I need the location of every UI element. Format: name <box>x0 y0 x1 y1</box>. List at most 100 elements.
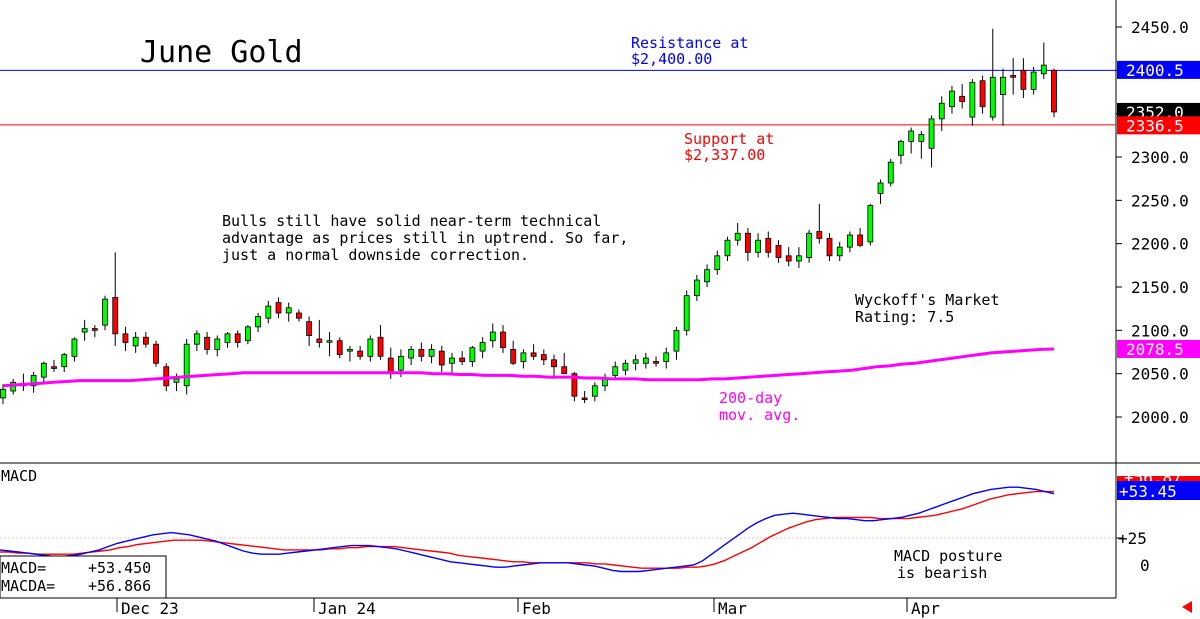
bulls-note-2: advantage as prices still in uptrend. So… <box>222 229 628 247</box>
candle-up <box>479 342 486 352</box>
candles-group <box>0 28 1057 404</box>
candle-up <box>724 239 731 257</box>
candle-up <box>398 355 404 371</box>
resistance-label-1: Resistance at <box>631 34 748 52</box>
x-axis-label: Feb <box>522 599 551 618</box>
candle-up <box>898 140 904 156</box>
x-axis-label: Mar <box>718 599 747 618</box>
candle-up <box>193 333 200 345</box>
candle-up <box>704 269 710 283</box>
candle-up <box>214 338 221 350</box>
candle-down <box>540 354 547 361</box>
y-tick-label: 2000.0 <box>1131 408 1189 427</box>
candle-up <box>265 305 272 319</box>
candle-down <box>530 352 537 357</box>
support-label-1: Support at <box>684 130 774 148</box>
candle-down <box>275 302 282 314</box>
candle-down <box>826 238 833 257</box>
candle-up <box>173 378 180 383</box>
candle-up <box>734 232 741 241</box>
candle-up <box>877 182 884 194</box>
candle-down <box>551 359 557 368</box>
y-tick-label: 2050.0 <box>1131 365 1189 384</box>
candle-up <box>796 255 802 262</box>
macd-posture-2: is bearish <box>897 564 987 582</box>
macd-tick-label: +25 <box>1118 529 1147 548</box>
macda-legend-label: MACDA= <box>1 577 55 595</box>
candle-up <box>683 295 690 331</box>
y-tick-label: 2250.0 <box>1131 191 1189 210</box>
price-box <box>1117 60 1200 79</box>
macda-legend-value: +56.866 <box>88 577 151 595</box>
candle-up <box>673 329 680 352</box>
candle-down <box>1051 69 1057 113</box>
candle-up <box>887 161 894 184</box>
candle-up <box>469 347 476 362</box>
candle-down <box>816 231 823 239</box>
candle-up <box>755 239 761 253</box>
price-box <box>1117 339 1200 358</box>
bulls-note-3: just a normal downside correction. <box>222 246 529 264</box>
candle-up <box>622 362 629 371</box>
y-tick-label: 2300.0 <box>1131 148 1189 167</box>
candle-down <box>418 348 425 357</box>
candle-up <box>847 234 853 248</box>
candle-down <box>959 95 966 102</box>
candle-up <box>489 331 496 342</box>
candle-down <box>1010 75 1017 78</box>
candle-down <box>336 340 343 355</box>
price-box-label: 2400.5 <box>1126 61 1184 80</box>
macd-legend-label: MACD= <box>1 559 46 577</box>
candle-up <box>612 366 619 376</box>
macd-line <box>0 486 1055 573</box>
candle-up <box>632 359 639 364</box>
candle-down <box>459 357 466 362</box>
candle-up <box>918 134 925 142</box>
macd-legend-box <box>0 555 167 599</box>
x-axis-label: Dec 23 <box>121 599 179 618</box>
candle-up <box>969 82 976 118</box>
price-box-label: 2078.5 <box>1126 340 1184 359</box>
candle-up <box>408 348 415 359</box>
candle-down <box>296 312 302 319</box>
candle-up <box>928 118 935 149</box>
macd-box-label: +53.45 <box>1119 482 1177 501</box>
macda-box <box>1117 476 1200 482</box>
candle-up <box>224 333 231 343</box>
candle-down <box>204 336 210 350</box>
candle-down <box>142 336 149 345</box>
candle-down <box>122 333 129 343</box>
x-axis-label: Jan 24 <box>318 599 376 618</box>
candle-up <box>367 338 374 357</box>
candle-down <box>1020 69 1027 90</box>
price-box-label: 2336.5 <box>1126 116 1184 135</box>
candle-down <box>153 343 159 364</box>
annotation-texts: June Gold Resistance at $2,400.00 Suppor… <box>1 34 1002 582</box>
candle-up <box>30 374 37 387</box>
y-tick-label: 2100.0 <box>1131 321 1189 340</box>
candle-down <box>775 244 782 258</box>
candle-down <box>581 397 588 401</box>
candle-up <box>102 298 108 326</box>
candle-up <box>244 326 251 342</box>
candle-down <box>857 234 864 246</box>
candle-up <box>714 255 721 271</box>
candle-up <box>285 307 292 314</box>
macd-posture-1: MACD posture <box>894 547 1002 565</box>
candle-up <box>81 328 88 333</box>
bulls-note-1: Bulls still have solid near-term technic… <box>222 212 601 230</box>
candle-down <box>234 333 241 343</box>
candle-down <box>357 350 364 357</box>
candle-down <box>306 321 313 336</box>
candle-up <box>642 357 649 364</box>
candle-down <box>571 373 578 397</box>
ma-label-1: 200-day <box>719 389 782 407</box>
candle-up <box>836 246 843 257</box>
candle-up <box>347 348 353 352</box>
scroll-arrow-icon <box>1182 601 1192 613</box>
candle-up <box>1000 76 1006 95</box>
ma-label-2: mov. avg. <box>719 406 800 424</box>
candle-down <box>785 255 792 262</box>
